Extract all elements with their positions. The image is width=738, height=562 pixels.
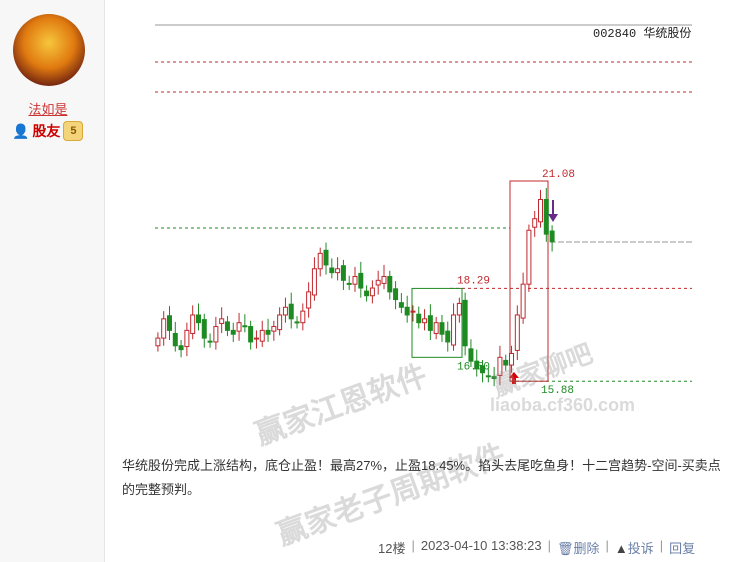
candle-body: [317, 252, 323, 270]
candle-body: [433, 322, 439, 334]
candle-body: [253, 337, 259, 340]
candle-body: [335, 268, 341, 274]
candle-body: [491, 376, 497, 380]
level-badge: 5: [63, 121, 84, 141]
candle-body: [178, 345, 184, 351]
candle-body: [427, 315, 433, 331]
candle-body: [346, 282, 352, 285]
candle-body: [549, 230, 555, 243]
candle-body: [526, 229, 532, 285]
price-label: 21.08: [542, 169, 575, 181]
candle-body: [323, 249, 329, 266]
candle-body: [456, 302, 462, 316]
candle-body: [288, 303, 294, 320]
separator: |: [411, 538, 415, 553]
candle-body: [213, 326, 219, 343]
candle-body: [485, 375, 491, 378]
user-sidebar: 法如是 👤 股友 5: [0, 0, 105, 562]
candle-body: [514, 314, 520, 351]
candle-body: [364, 290, 370, 297]
user-rank: 👤 股友 5: [12, 121, 84, 141]
candle-body: [207, 340, 213, 343]
candle-body: [166, 315, 172, 331]
post-footer: 12楼 | 2023-04-10 13:38:23 | 🗑删除 | ▲投诉 | 回复: [378, 538, 695, 557]
candle-body: [538, 198, 544, 223]
buy-arrow-icon: [509, 372, 519, 384]
candle-body: [352, 275, 358, 285]
price-label: 18.29: [457, 275, 490, 287]
price-label: 16.50: [457, 361, 490, 373]
candle-body: [404, 306, 410, 316]
candle-body: [329, 267, 335, 274]
candle-body: [277, 314, 283, 331]
candle-body: [398, 302, 404, 308]
candle-body: [387, 275, 393, 293]
user-icon: 👤: [12, 122, 30, 139]
sell-arrow-icon: [548, 200, 558, 222]
reply-button[interactable]: 回复: [669, 541, 696, 556]
candle-body: [190, 314, 196, 334]
candle-body: [230, 329, 236, 335]
candle-body: [520, 283, 526, 319]
separator: |: [605, 538, 609, 553]
candle-body: [543, 198, 549, 235]
candle-body: [439, 322, 445, 335]
warning-icon: ▲: [614, 541, 628, 556]
chart-title: 002840 华统股份: [593, 26, 691, 41]
candle-body: [155, 337, 161, 347]
candle-body: [271, 326, 277, 332]
candle-body: [509, 352, 515, 366]
candle-body: [358, 272, 364, 289]
candle-body: [259, 329, 265, 342]
report-button[interactable]: ▲投诉: [614, 541, 654, 556]
candle-body: [242, 325, 248, 328]
separator: |: [659, 538, 664, 553]
candle-body: [381, 275, 387, 284]
candle-body: [422, 318, 428, 324]
rally-box: [509, 180, 549, 382]
trash-icon: 🗑: [556, 541, 574, 556]
candle-body: [480, 365, 486, 374]
candle-body: [282, 306, 288, 316]
candle-body: [201, 319, 207, 339]
candle-body: [416, 313, 422, 324]
candle-body: [300, 310, 306, 324]
avatar[interactable]: [13, 14, 85, 86]
price-label: 15.88: [541, 385, 574, 397]
candle-body: [184, 329, 190, 348]
candle-body: [236, 322, 242, 332]
post-content: 华统股份完成上涨结构，底仓止盈！最高27%，止盈18.45%。掐头去尾吃鱼身！十…: [122, 458, 721, 497]
candle-body: [468, 348, 474, 362]
candle-body: [369, 287, 375, 297]
candle-body: [195, 314, 201, 324]
rank-label: 股友: [32, 123, 61, 139]
username-link[interactable]: 法如是: [28, 102, 68, 117]
candle-body: [451, 314, 457, 346]
stock-chart: 002840 华统股份 21.08 18.29 16.50 15.88: [155, 24, 692, 397]
candle-body: [294, 321, 300, 324]
candle-body: [474, 360, 480, 370]
candle-body: [306, 291, 312, 309]
candle-body: [248, 326, 254, 343]
candle-body: [532, 218, 538, 228]
candle-body: [393, 288, 399, 301]
candle-body: [503, 359, 509, 366]
candle-body: [340, 265, 346, 281]
candle-body: [375, 279, 381, 286]
candle-body: [224, 321, 230, 331]
candle-body: [445, 330, 451, 343]
candle-body: [410, 310, 416, 313]
floor-number: 12楼: [378, 541, 406, 556]
candle-body: [497, 356, 503, 376]
candle-body: [219, 318, 225, 324]
candle-body: [172, 332, 178, 347]
separator: |: [547, 538, 551, 553]
post-time: 2023-04-10 13:38:23: [420, 538, 542, 553]
decline-box: [411, 287, 463, 358]
candle-body: [265, 329, 271, 335]
candle-body: [462, 299, 468, 347]
delete-button[interactable]: 🗑删除: [556, 541, 600, 556]
candle-body: [311, 268, 317, 296]
candle-body: [161, 318, 167, 339]
